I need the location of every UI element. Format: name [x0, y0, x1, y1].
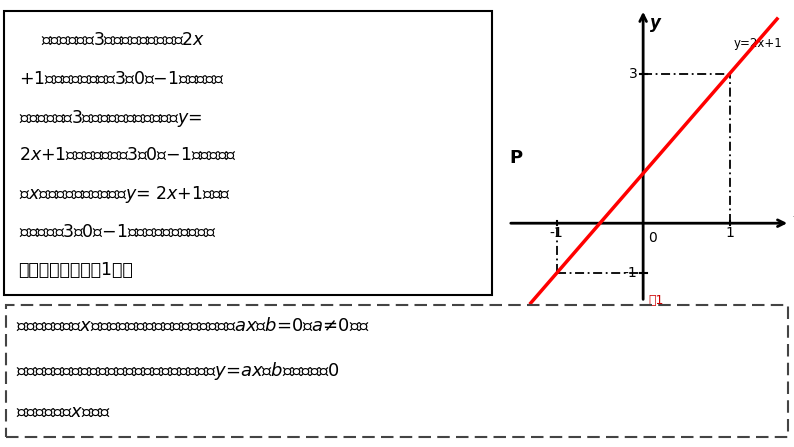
Text: y=2x+1: y=2x+1 [734, 37, 783, 51]
Text: y: y [650, 14, 661, 32]
Text: 形式，所以解一元一次方程相当于在某个一次函数$y$=$ax$＋$b$的函数值为0: 形式，所以解一元一次方程相当于在某个一次函数$y$=$ax$＋$b$的函数值为0 [16, 359, 339, 382]
Text: +1，等号右边分别是3，0，$-$1．从函数的: +1，等号右边分别是3，0，$-$1．从函数的 [18, 69, 224, 87]
Text: 2$x$+1的函数值分别为3，0，$-$1时，求自变: 2$x$+1的函数值分别为3，0，$-$1时，求自变 [18, 146, 237, 164]
Text: 坐标分别为3，0，$-$1的点，看它们的横坐标: 坐标分别为3，0，$-$1的点，看它们的横坐标 [18, 223, 216, 240]
Text: 可以看出，这3个方程的等号左边都2$x$: 可以看出，这3个方程的等号左边都2$x$ [18, 31, 205, 49]
Text: -1: -1 [624, 266, 638, 280]
Text: 因为任何一个以$x$为未知数的一元一次方程都可以变形$ax$＋$b$=0（$a$≠0）的: 因为任何一个以$x$为未知数的一元一次方程都可以变形$ax$＋$b$=0（$a$… [16, 316, 369, 335]
Text: 图1: 图1 [649, 294, 664, 307]
Text: 1: 1 [725, 226, 734, 240]
Text: 角度看，解这3个方程相当于在一次函数$y$=: 角度看，解这3个方程相当于在一次函数$y$= [18, 108, 202, 129]
Text: 0: 0 [649, 231, 657, 245]
Text: 3: 3 [629, 67, 638, 81]
Text: 量$x$的值．或者说，在直线$y$= 2$x$+1上取纵: 量$x$的值．或者说，在直线$y$= 2$x$+1上取纵 [18, 184, 230, 205]
Text: -1: -1 [550, 226, 564, 240]
Text: P: P [509, 149, 522, 168]
Text: 分别为多少（如图1）．: 分别为多少（如图1）． [18, 261, 133, 279]
Text: 时，求自变量$x$的值．: 时，求自变量$x$的值． [16, 402, 110, 421]
